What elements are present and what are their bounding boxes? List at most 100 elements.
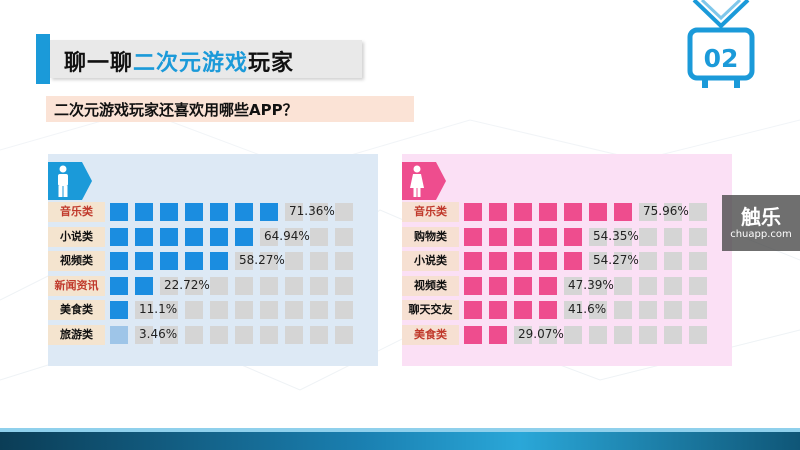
female-empty-square: [664, 301, 682, 319]
male-filled-square: [235, 203, 253, 221]
female-empty-square: [664, 276, 682, 295]
male-category-label: 视频类: [48, 251, 105, 271]
male-category-label: 美食类: [48, 300, 105, 320]
male-empty-square: [310, 203, 328, 221]
male-empty-square: [310, 252, 328, 270]
female-empty-square: [639, 252, 657, 270]
female-empty-square: [614, 252, 632, 270]
male-filled-square: [210, 252, 228, 270]
male-filled-square: [135, 227, 153, 246]
male-category-label: 小说类: [48, 226, 105, 247]
subtitle-text: 二次元游戏玩家还喜欢用哪些APP？: [54, 101, 298, 119]
female-empty-square: [664, 252, 682, 270]
female-category-label: 美食类: [402, 324, 459, 345]
female-filled-square: [539, 252, 557, 270]
male-empty-square: [285, 252, 303, 270]
male-filled-square: [160, 227, 178, 246]
watermark-logo: 触乐: [741, 205, 781, 229]
male-percent-label: 71.36%: [289, 204, 335, 218]
female-empty-square: [689, 325, 707, 344]
female-filled-square: [514, 227, 532, 246]
male-filled-square: [260, 203, 278, 221]
male-empty-square: [335, 325, 353, 344]
male-empty-square: [135, 325, 153, 344]
female-row: 聊天交友 41.6%: [402, 300, 732, 320]
male-row: 小说类 64.94%: [48, 226, 378, 247]
male-row: 美食类 11.1%: [48, 300, 378, 320]
female-empty-square: [689, 276, 707, 295]
male-empty-square: [235, 301, 253, 319]
female-row: 购物类 54.35%: [402, 226, 732, 247]
male-row: 视频类 58.27%: [48, 251, 378, 271]
male-empty-square: [260, 301, 278, 319]
female-category-label: 小说类: [402, 251, 459, 271]
female-empty-square: [589, 252, 607, 270]
female-empty-square: [639, 276, 657, 295]
female-empty-square: [689, 301, 707, 319]
female-empty-square: [664, 325, 682, 344]
watermark-url: chuapp.com: [730, 229, 792, 240]
male-empty-square: [235, 325, 253, 344]
female-empty-square: [614, 227, 632, 246]
male-percent-label: 58.27%: [239, 253, 285, 267]
female-filled-square: [539, 276, 557, 295]
female-filled-square: [489, 203, 507, 221]
female-filled-square: [464, 276, 482, 295]
female-empty-square: [689, 203, 707, 221]
female-empty-square: [564, 276, 582, 295]
male-empty-square: [335, 276, 353, 295]
page-title: 聊一聊二次元游戏玩家: [36, 34, 362, 84]
female-empty-square: [614, 276, 632, 295]
female-filled-square: [539, 227, 557, 246]
female-empty-square: [564, 325, 582, 344]
female-filled-square: [514, 276, 532, 295]
tv-badge: 02: [686, 0, 756, 92]
female-chart-panel: 音乐类 75.96% 购物类 54.35% 小说类 54.27% 视频类 47.39% 聊天交友…: [402, 154, 732, 366]
male-filled-square: [210, 227, 228, 246]
female-empty-square: [639, 203, 657, 221]
female-empty-square: [639, 325, 657, 344]
male-category-label: 音乐类: [48, 202, 105, 222]
male-empty-square: [260, 227, 278, 246]
title-highlight: 二次元游戏: [133, 51, 249, 76]
tv-icon: [687, 0, 755, 88]
male-filled-square: [135, 276, 153, 295]
male-empty-square: [335, 203, 353, 221]
title-accent-bar: [36, 34, 50, 84]
title-box: 聊一聊二次元游戏玩家: [50, 40, 362, 78]
female-filled-square: [489, 227, 507, 246]
female-filled-square: [614, 203, 632, 221]
male-filled-square: [185, 203, 203, 221]
male-filled-square: [210, 203, 228, 221]
female-filled-square: [564, 252, 582, 270]
female-empty-square: [589, 325, 607, 344]
male-filled-square: [110, 301, 128, 319]
female-empty-square: [589, 276, 607, 295]
male-empty-square: [335, 252, 353, 270]
male-empty-square: [160, 276, 178, 295]
female-filled-square: [564, 227, 582, 246]
male-empty-square: [210, 276, 228, 295]
female-filled-square: [464, 325, 482, 344]
female-filled-square: [489, 276, 507, 295]
female-person-icon: [410, 165, 424, 197]
title-text: 聊一聊二次元游戏玩家: [64, 45, 294, 77]
female-empty-square: [589, 301, 607, 319]
male-percent-label: 22.72%: [164, 277, 210, 292]
female-row: 音乐类 75.96%: [402, 202, 732, 222]
female-filled-square: [539, 301, 557, 319]
female-empty-square: [664, 203, 682, 221]
female-filled-square: [514, 252, 532, 270]
female-category-label: 购物类: [402, 226, 459, 247]
male-empty-square: [285, 227, 303, 246]
female-empty-square: [564, 301, 582, 319]
female-row: 美食类 29.07%: [402, 324, 732, 345]
female-row: 视频类 47.39%: [402, 275, 732, 296]
title-post: 玩家: [248, 51, 295, 76]
female-percent-label: 29.07%: [518, 326, 564, 341]
male-empty-square: [310, 301, 328, 319]
male-filled-square: [185, 252, 203, 270]
male-empty-square: [310, 227, 328, 246]
male-empty-square: [310, 325, 328, 344]
female-percent-label: 54.27%: [593, 253, 639, 267]
